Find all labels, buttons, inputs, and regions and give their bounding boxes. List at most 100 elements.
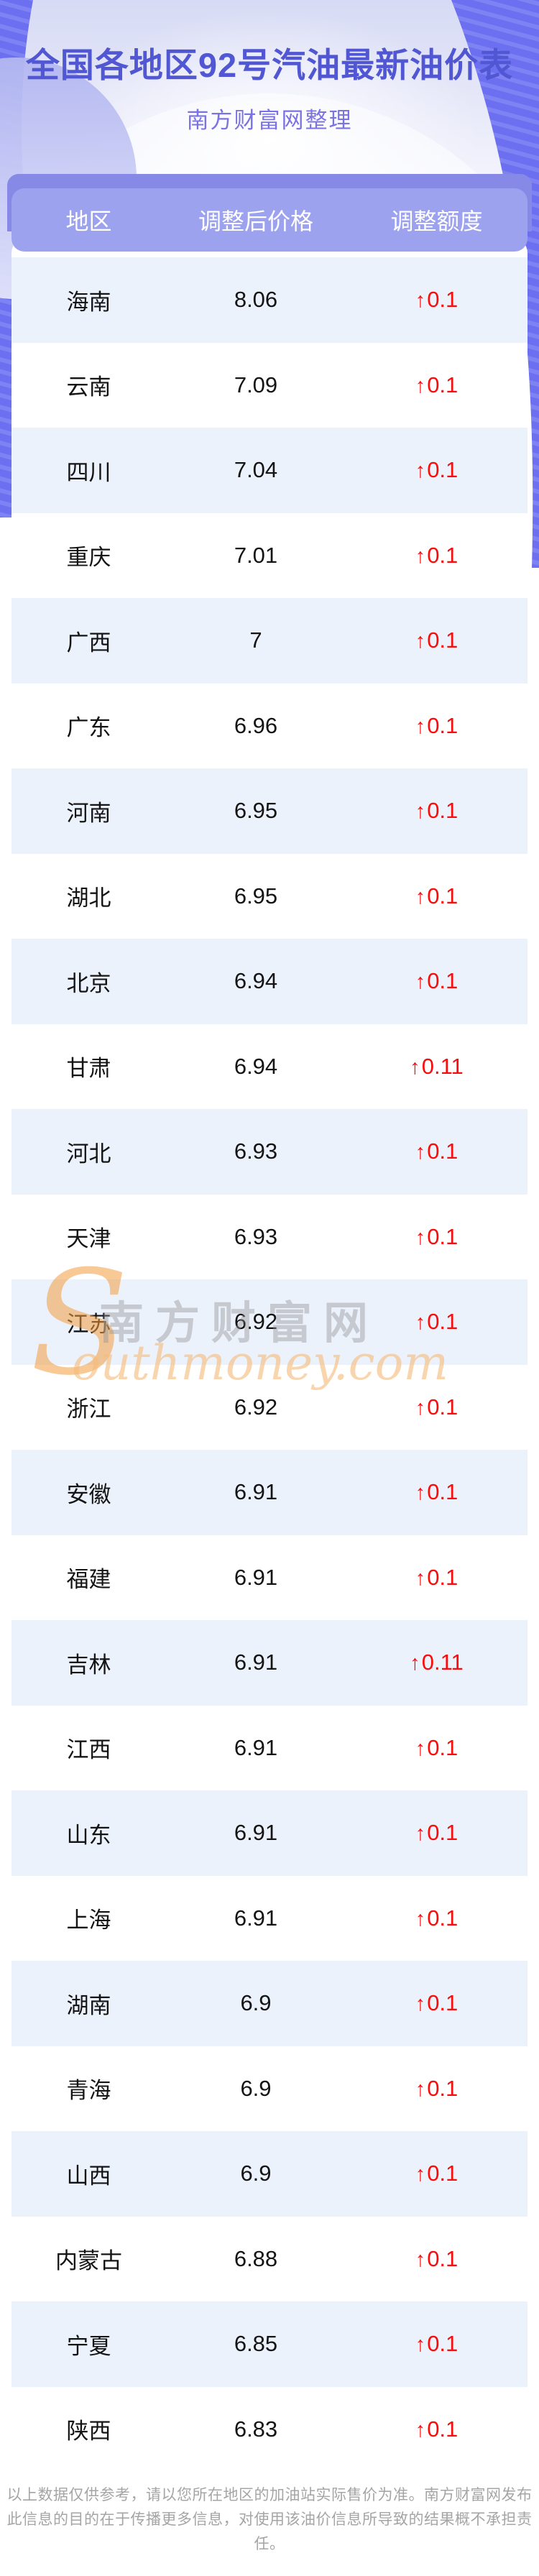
price-cell: 7.09 bbox=[234, 372, 278, 397]
up-arrow-icon: ↑ bbox=[415, 800, 426, 824]
up-arrow-icon: ↑ bbox=[415, 2248, 426, 2271]
table-row: 山东 6.91 ↑0.1 bbox=[11, 1790, 528, 1876]
region-cell: 福建 bbox=[66, 1567, 111, 1593]
change-value: 0.1 bbox=[427, 372, 459, 397]
up-arrow-icon: ↑ bbox=[415, 544, 426, 568]
region-cell: 湖南 bbox=[66, 1992, 111, 2018]
price-cell: 6.88 bbox=[234, 2245, 278, 2271]
change-value: 0.1 bbox=[427, 287, 459, 313]
change-value: 0.1 bbox=[427, 1820, 459, 1846]
up-arrow-icon: ↑ bbox=[415, 1141, 426, 1164]
price-cell: 6.91 bbox=[234, 1479, 278, 1505]
table-row: 广西 7 ↑0.1 bbox=[11, 598, 528, 684]
table-row: 江西 6.91 ↑0.1 bbox=[11, 1705, 528, 1790]
up-arrow-icon: ↑ bbox=[415, 1481, 426, 1505]
table-row: 上海 6.91 ↑0.1 bbox=[11, 1875, 528, 1961]
change-cell: ↑0.1 bbox=[346, 457, 528, 483]
up-arrow-icon: ↑ bbox=[415, 2077, 426, 2101]
table-row: 天津 6.93 ↑0.1 bbox=[11, 1194, 528, 1279]
price-cell: 6.91 bbox=[234, 1905, 278, 1931]
change-value: 0.1 bbox=[427, 1564, 459, 1590]
table-row: 河北 6.93 ↑0.1 bbox=[11, 1109, 528, 1195]
price-cell: 6.94 bbox=[234, 968, 278, 994]
change-cell: ↑0.1 bbox=[346, 883, 528, 909]
table-row: 浙江 6.92 ↑0.1 bbox=[11, 1364, 528, 1450]
change-cell: ↑0.1 bbox=[346, 372, 528, 398]
region-cell: 山东 bbox=[66, 1822, 111, 1848]
change-value: 0.1 bbox=[427, 1905, 459, 1931]
change-cell: ↑0.1 bbox=[346, 1479, 528, 1505]
price-cell: 6.94 bbox=[234, 1053, 278, 1079]
price-cell: 6.91 bbox=[234, 1820, 278, 1846]
up-arrow-icon: ↑ bbox=[415, 885, 426, 908]
change-value: 0.1 bbox=[427, 1138, 459, 1164]
region-cell: 安徽 bbox=[66, 1481, 111, 1507]
table-row: 宁夏 6.85 ↑0.1 bbox=[11, 2301, 528, 2387]
up-arrow-icon: ↑ bbox=[415, 2333, 426, 2357]
price-cell: 6.93 bbox=[234, 1138, 278, 1164]
change-cell: ↑0.1 bbox=[346, 1565, 528, 1591]
table-row: 云南 7.09 ↑0.1 bbox=[11, 342, 528, 428]
change-cell: ↑0.1 bbox=[346, 1990, 528, 2016]
table-row: 河南 6.95 ↑0.1 bbox=[11, 768, 528, 854]
price-cell: 7.04 bbox=[234, 457, 278, 483]
up-arrow-icon: ↑ bbox=[415, 1736, 426, 1760]
price-cell: 7 bbox=[249, 627, 262, 653]
table-row: 青海 6.9 ↑0.1 bbox=[11, 2046, 528, 2131]
change-value: 0.1 bbox=[427, 457, 459, 483]
change-value: 0.1 bbox=[427, 712, 459, 738]
region-cell: 江苏 bbox=[66, 1311, 111, 1337]
up-arrow-icon: ↑ bbox=[415, 2163, 426, 2186]
region-cell: 宁夏 bbox=[66, 2333, 111, 2359]
change-cell: ↑0.11 bbox=[346, 1650, 528, 1675]
region-cell: 湖北 bbox=[66, 886, 111, 911]
table-row: 广东 6.96 ↑0.1 bbox=[11, 683, 528, 768]
region-cell: 重庆 bbox=[66, 545, 111, 571]
table-row: 海南 8.06 ↑0.1 bbox=[11, 257, 528, 343]
up-arrow-icon: ↑ bbox=[415, 374, 426, 397]
price-cell: 6.95 bbox=[234, 883, 278, 908]
price-cell: 6.96 bbox=[234, 712, 278, 738]
price-cell: 6.92 bbox=[234, 1309, 278, 1335]
change-value: 0.1 bbox=[427, 968, 459, 994]
table-row: 四川 7.04 ↑0.1 bbox=[11, 428, 528, 513]
change-cell: ↑0.1 bbox=[346, 627, 528, 653]
change-cell: ↑0.1 bbox=[346, 1905, 528, 1931]
change-cell: ↑0.1 bbox=[346, 2246, 528, 2272]
change-value: 0.1 bbox=[427, 627, 459, 653]
change-cell: ↑0.1 bbox=[346, 968, 528, 994]
change-value: 0.1 bbox=[427, 1394, 459, 1420]
table-row: 福建 6.91 ↑0.1 bbox=[11, 1535, 528, 1620]
region-cell: 江西 bbox=[66, 1737, 111, 1763]
up-arrow-icon: ↑ bbox=[415, 970, 426, 994]
region-cell: 青海 bbox=[66, 2078, 111, 2104]
price-cell: 6.9 bbox=[240, 2075, 272, 2101]
column-header-change: 调整额度 bbox=[390, 208, 483, 234]
up-arrow-icon: ↑ bbox=[415, 1907, 426, 1931]
up-arrow-icon: ↑ bbox=[415, 1822, 426, 1846]
change-value: 0.1 bbox=[427, 1309, 459, 1335]
up-arrow-icon: ↑ bbox=[410, 1652, 420, 1675]
column-header-price: 调整后价格 bbox=[198, 208, 313, 234]
up-arrow-icon: ↑ bbox=[415, 714, 426, 738]
up-arrow-icon: ↑ bbox=[415, 2418, 426, 2442]
change-cell: ↑0.1 bbox=[346, 2331, 528, 2357]
up-arrow-icon: ↑ bbox=[415, 1566, 426, 1590]
change-value: 0.1 bbox=[427, 2245, 459, 2271]
change-cell: ↑0.1 bbox=[346, 2076, 528, 2102]
table-row: 陕西 6.83 ↑0.1 bbox=[11, 2386, 528, 2472]
price-cell: 6.91 bbox=[234, 1564, 278, 1590]
price-cell: 6.9 bbox=[240, 1990, 272, 2016]
region-cell: 河南 bbox=[66, 800, 111, 826]
table-row: 甘肃 6.94 ↑0.11 bbox=[11, 1024, 528, 1109]
region-cell: 内蒙古 bbox=[55, 2248, 122, 2274]
change-value: 0.1 bbox=[427, 883, 459, 908]
up-arrow-icon: ↑ bbox=[415, 459, 426, 483]
price-cell: 6.91 bbox=[234, 1650, 278, 1675]
change-cell: ↑0.1 bbox=[346, 1735, 528, 1761]
change-value: 0.1 bbox=[427, 1734, 459, 1760]
up-arrow-icon: ↑ bbox=[415, 1992, 426, 2016]
region-cell: 天津 bbox=[66, 1226, 111, 1252]
region-cell: 四川 bbox=[66, 459, 111, 485]
region-cell: 陕西 bbox=[66, 2419, 111, 2444]
